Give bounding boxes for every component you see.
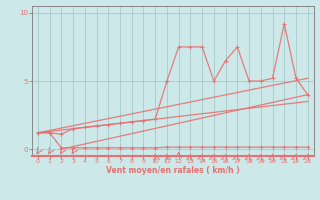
X-axis label: Vent moyen/en rafales ( km/h ): Vent moyen/en rafales ( km/h ): [106, 166, 240, 175]
